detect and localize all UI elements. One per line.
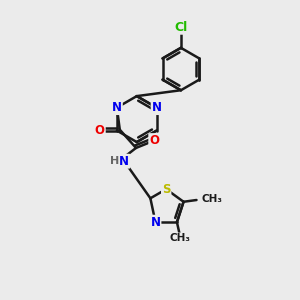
Text: H: H: [110, 156, 119, 166]
Text: N: N: [152, 101, 162, 114]
Text: CH₃: CH₃: [202, 194, 223, 204]
Text: O: O: [149, 134, 159, 147]
Text: Cl: Cl: [174, 21, 188, 34]
Text: O: O: [95, 124, 105, 137]
Text: N: N: [112, 101, 122, 114]
Text: CH₃: CH₃: [170, 233, 191, 243]
Text: S: S: [162, 183, 170, 196]
Text: N: N: [151, 216, 160, 229]
Text: N: N: [119, 155, 129, 168]
